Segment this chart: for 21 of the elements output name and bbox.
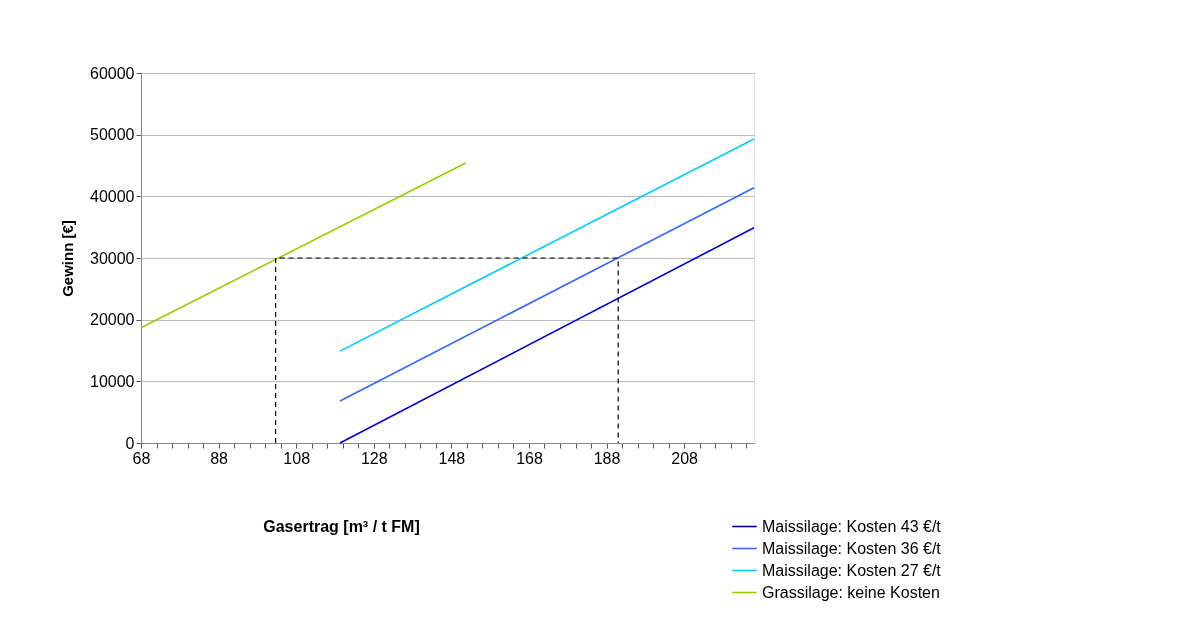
x-tick-label: 88 <box>210 449 229 467</box>
y-tick-label: 50000 <box>90 126 135 144</box>
x-axis-title: Gasertrag [m³ / t FM] <box>263 517 420 535</box>
x-tick-label: 108 <box>283 449 311 467</box>
legend-label: Maissilage: Kosten 36 €/t <box>762 539 942 557</box>
y-tick-label: 40000 <box>90 187 135 205</box>
y-tick-label: 30000 <box>90 249 135 267</box>
y-tick-label: 60000 <box>90 64 135 82</box>
legend-label: Grassilage: keine Kosten <box>762 583 940 601</box>
y-tick-label: 0 <box>125 434 135 452</box>
legend-label: Maissilage: Kosten 27 €/t <box>762 561 942 579</box>
legend-label: Maissilage: Kosten 43 €/t <box>762 517 942 535</box>
x-tick-label: 188 <box>593 449 621 467</box>
y-tick-label: 10000 <box>90 372 135 390</box>
x-tick-label: 168 <box>516 449 543 467</box>
x-tick-label: 148 <box>438 449 466 467</box>
y-tick-label: 20000 <box>90 311 135 329</box>
y-axis-title: Gewinn [€] <box>59 220 77 297</box>
x-tick-label: 208 <box>671 449 699 467</box>
x-tick-label: 68 <box>132 449 151 467</box>
x-tick-label: 128 <box>360 449 388 467</box>
